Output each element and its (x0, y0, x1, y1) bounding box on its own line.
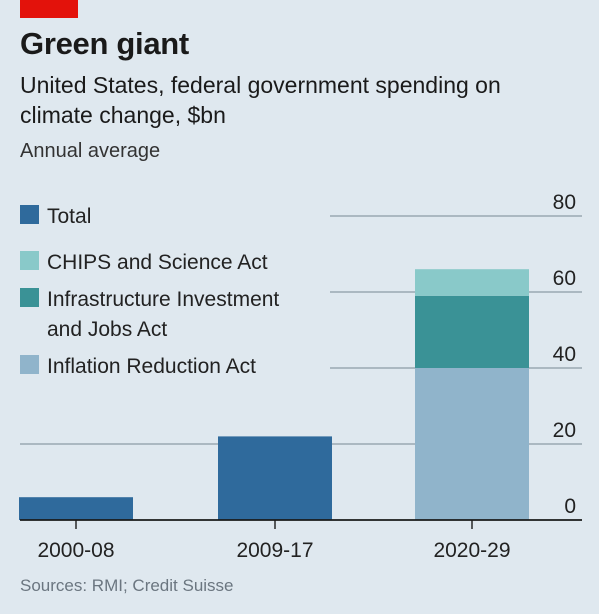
chart-title: Green giant (20, 26, 189, 61)
y-tick-label-80: 80 (553, 191, 576, 214)
x-tick-label-2020-29: 2020-29 (433, 539, 510, 562)
legend-label-infrastructure-line1: Infrastructure Investment (47, 288, 279, 311)
source-note: Sources: RMI; Credit Suisse (20, 576, 234, 595)
bar-total-2009-17 (218, 436, 332, 520)
legend-swatch-total (20, 205, 39, 224)
x-tick-label-2009-17: 2009-17 (236, 539, 313, 562)
legend-swatch-infrastructure (20, 288, 39, 307)
legend-label-ira: Inflation Reduction Act (47, 355, 256, 378)
x-tick-label-2000-08: 2000-08 (37, 539, 114, 562)
legend-label-total: Total (47, 205, 91, 228)
y-tick-label-0: 0 (564, 495, 576, 518)
legend-label-chips: CHIPS and Science Act (47, 251, 268, 274)
legend-swatch-chips (20, 251, 39, 270)
brand-tag (20, 0, 78, 18)
chart-note: Annual average (20, 140, 161, 162)
bar-ira-2020-29 (415, 368, 529, 520)
y-tick-label-60: 60 (553, 267, 576, 290)
bar-total-2000-08 (19, 497, 133, 520)
bar-infrastructure-2020-29 (415, 295, 529, 368)
chart-subtitle: United States, federal government spendi… (20, 72, 501, 128)
bar-chips-2020-29 (415, 269, 529, 296)
y-tick-label-40: 40 (553, 343, 576, 366)
legend-label-infrastructure-line2: and Jobs Act (47, 318, 167, 341)
legend-swatch-ira (20, 355, 39, 374)
y-tick-label-20: 20 (553, 419, 576, 442)
